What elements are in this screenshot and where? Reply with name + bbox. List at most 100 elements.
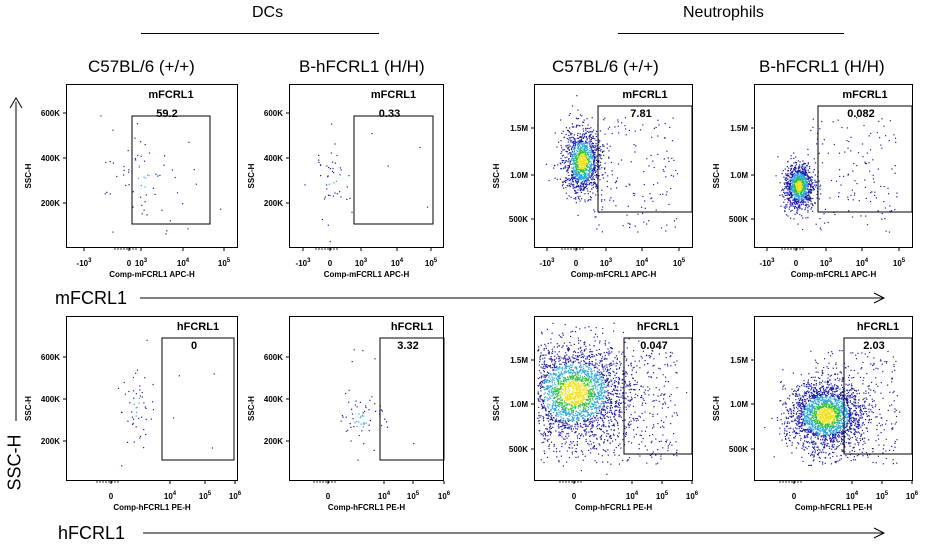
event-dot xyxy=(582,403,584,405)
event-dot xyxy=(562,408,565,410)
event-dot xyxy=(568,390,570,392)
event-dot xyxy=(551,361,553,363)
event-dot xyxy=(538,422,540,425)
event-dot xyxy=(603,415,605,417)
event-dot xyxy=(321,218,323,221)
event-dot xyxy=(603,154,605,156)
event-dot xyxy=(584,372,586,374)
event-dot xyxy=(650,154,652,156)
event-dot xyxy=(579,152,581,154)
event-dot xyxy=(800,196,802,198)
event-dot xyxy=(605,386,607,388)
event-dot xyxy=(806,196,808,198)
event-dot xyxy=(605,426,607,428)
event-dot xyxy=(571,430,573,432)
event-dot xyxy=(587,372,589,374)
event-dot xyxy=(590,151,592,153)
event-dot xyxy=(568,146,570,148)
event-dot xyxy=(559,363,561,365)
event-dot xyxy=(596,145,598,147)
event-dot xyxy=(579,388,581,390)
event-dot xyxy=(569,372,572,374)
event-dot xyxy=(583,421,585,423)
event-dot xyxy=(188,141,190,143)
event-dot xyxy=(788,198,790,200)
event-dot xyxy=(801,176,803,178)
event-dot xyxy=(572,377,575,379)
event-dot xyxy=(560,396,562,398)
event-dot xyxy=(793,202,795,204)
event-dot xyxy=(544,434,546,436)
event-dot xyxy=(819,188,821,190)
event-dot xyxy=(598,408,600,410)
event-dot xyxy=(835,180,838,182)
event-dot xyxy=(591,117,593,119)
event-dot xyxy=(795,175,797,177)
event-dot xyxy=(328,166,330,169)
event-dot xyxy=(585,421,587,423)
event-dot xyxy=(803,192,805,194)
event-dot xyxy=(787,178,789,180)
event-dot xyxy=(565,181,567,184)
event-dot xyxy=(806,191,808,193)
event-dot xyxy=(584,180,587,182)
event-dot xyxy=(556,405,558,407)
event-dot xyxy=(576,368,578,370)
event-dot xyxy=(590,153,592,155)
event-dot xyxy=(586,127,588,129)
event-dot xyxy=(562,181,564,183)
y-tick-label: 600K xyxy=(41,109,60,118)
event-dot xyxy=(800,176,802,178)
event-dot xyxy=(599,362,601,364)
y-axis-title: SSC-H xyxy=(247,396,256,421)
event-dot xyxy=(580,167,582,169)
event-dot xyxy=(801,167,803,169)
event-dot xyxy=(806,181,808,183)
event-dot xyxy=(807,148,809,150)
event-dot xyxy=(896,192,898,194)
event-dot xyxy=(545,354,547,356)
gate-box xyxy=(131,115,211,225)
event-dot xyxy=(581,134,584,136)
event-dot xyxy=(588,131,590,133)
event-dot xyxy=(613,423,615,425)
event-dot xyxy=(565,411,567,413)
event-dot xyxy=(586,130,588,132)
event-dot xyxy=(561,155,563,157)
event-dot xyxy=(560,144,562,147)
event-dot xyxy=(575,386,577,388)
event-dot xyxy=(796,173,798,175)
event-dot xyxy=(587,153,589,155)
event-dot xyxy=(797,196,800,198)
event-dot xyxy=(590,151,593,153)
event-dot xyxy=(549,426,551,429)
event-dot xyxy=(570,428,572,430)
event-dot xyxy=(651,136,653,138)
event-dot xyxy=(193,169,195,171)
event-dot xyxy=(583,387,585,389)
event-dot xyxy=(595,185,597,187)
event-dot xyxy=(571,396,573,398)
event-dot xyxy=(579,423,581,425)
event-dot xyxy=(601,381,603,383)
event-dot xyxy=(839,169,841,171)
event-dot xyxy=(815,181,817,183)
event-dot xyxy=(797,192,800,194)
event-dot xyxy=(590,155,592,157)
event-dot xyxy=(139,435,142,437)
event-dot xyxy=(610,161,613,164)
event-dot xyxy=(791,182,793,184)
event-dot xyxy=(634,383,636,386)
event-dot xyxy=(609,199,611,201)
event-dot xyxy=(787,180,789,183)
event-dot xyxy=(554,408,556,411)
event-dot xyxy=(589,177,592,179)
event-dot xyxy=(587,380,589,382)
event-dot xyxy=(577,109,579,111)
event-dot xyxy=(550,395,552,397)
event-dot xyxy=(581,198,583,200)
event-dot xyxy=(812,187,814,189)
event-dot xyxy=(568,416,570,418)
event-dot xyxy=(609,409,611,411)
